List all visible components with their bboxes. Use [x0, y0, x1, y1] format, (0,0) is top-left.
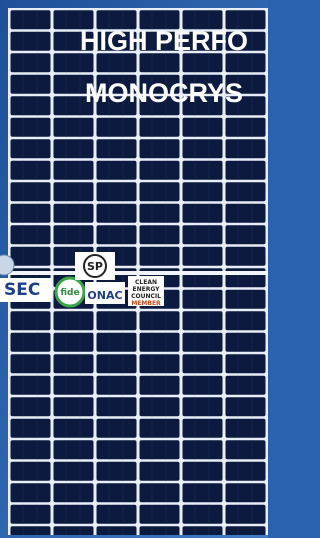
headline-line1: HIGH PERFO [80, 26, 248, 56]
headline-line2: MONOCRYS [85, 78, 243, 108]
cec-text: MEMBER [131, 300, 161, 307]
csa-text: SP [87, 260, 103, 273]
onac-text: ONAC [87, 289, 122, 302]
cec-text: COUNCIL [131, 293, 161, 300]
cell-grid-bottom [8, 275, 268, 535]
cec-text: CLEAN [135, 279, 157, 286]
panel-image: HIGH PERFO MONOCRYS SEC fide SP ONAC CLE… [0, 0, 268, 538]
sec-text: SEC [4, 280, 40, 300]
fide-text: fide [60, 288, 79, 298]
cec-text: ENERGY [133, 286, 161, 293]
panel-split [8, 271, 268, 275]
